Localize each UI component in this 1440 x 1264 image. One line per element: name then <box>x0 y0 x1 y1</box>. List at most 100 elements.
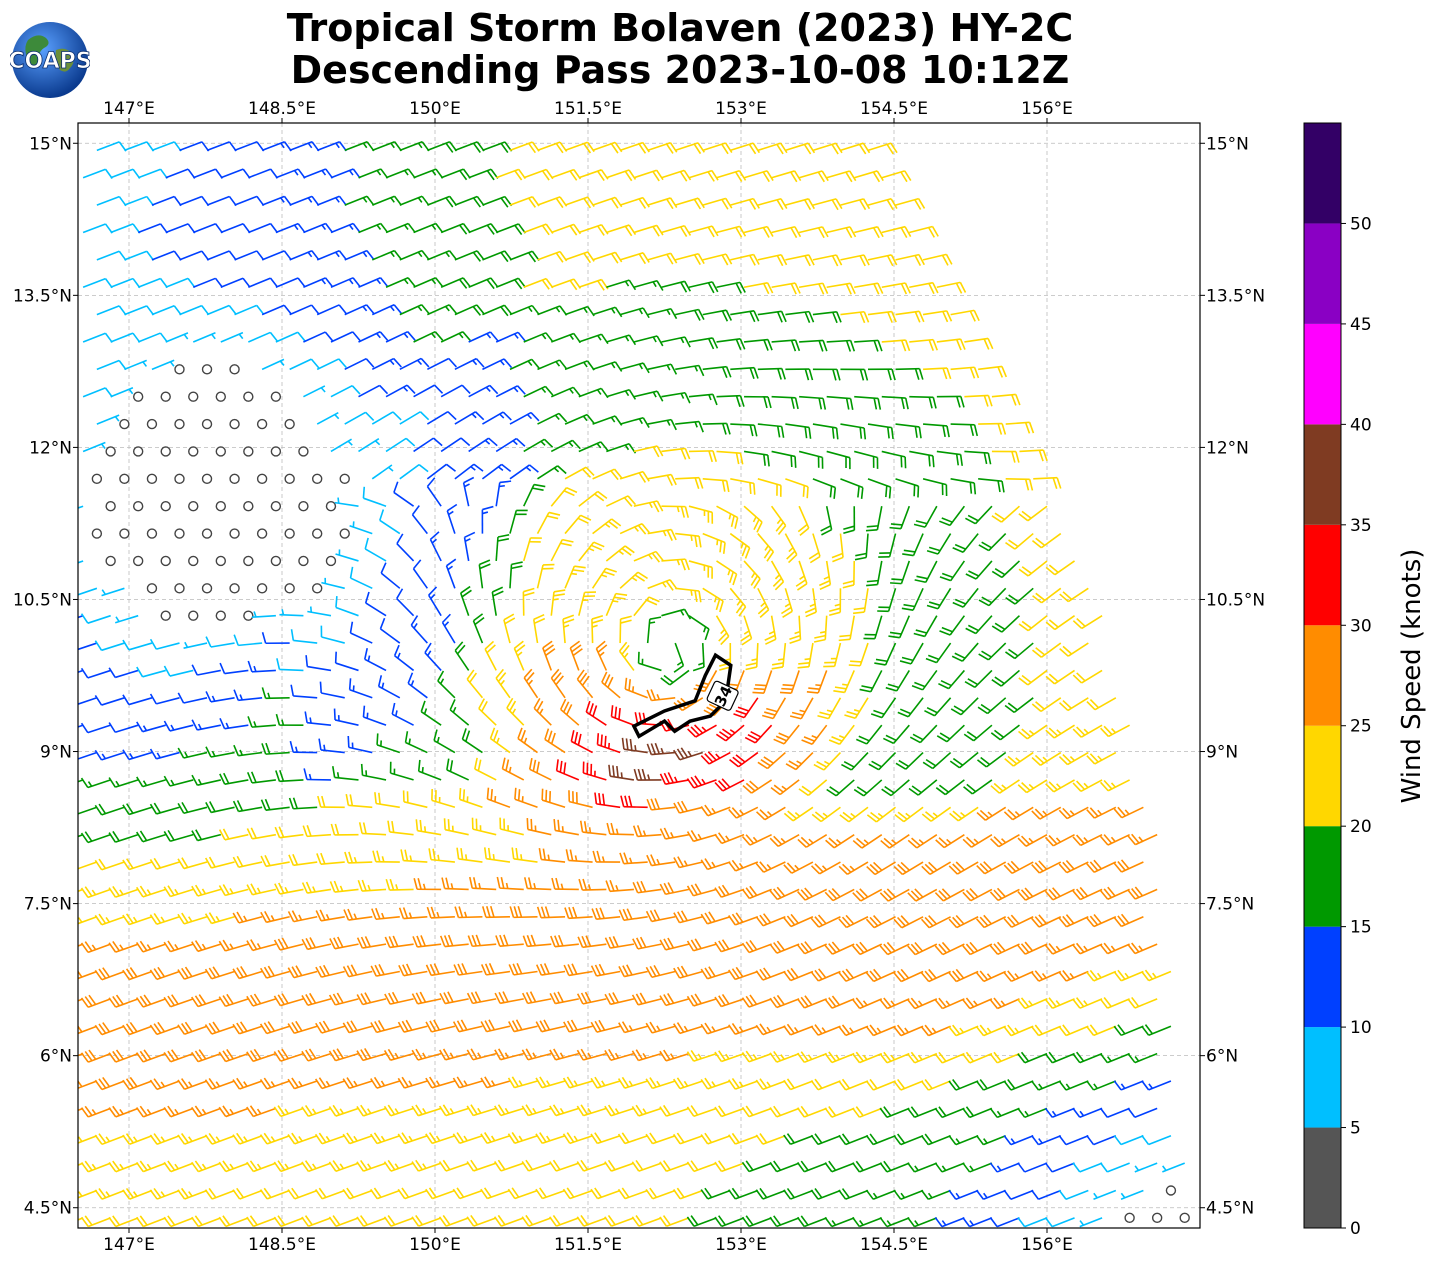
wind-barb <box>301 937 332 951</box>
wind-barb <box>920 915 951 929</box>
wind-barb <box>901 587 924 611</box>
wind-barb <box>316 411 340 425</box>
wind-barb <box>866 806 897 823</box>
wind-barb <box>688 169 719 182</box>
lon-tick-label-bottom: 147°E <box>103 1235 155 1255</box>
wind-barb <box>1141 1024 1172 1036</box>
wind-barb <box>618 964 648 978</box>
colorbar-segment <box>1304 826 1341 927</box>
wind-barb <box>163 1049 194 1063</box>
wind-barb <box>425 1187 456 1200</box>
wind-barb <box>730 310 760 323</box>
wind-barb <box>1058 859 1089 874</box>
wind-barb <box>349 621 373 644</box>
wind-barb <box>179 250 210 261</box>
wind-barb <box>379 617 401 644</box>
lon-tick-label-top: 153°E <box>715 99 767 119</box>
wind-barb <box>714 1105 745 1118</box>
wind-barb <box>730 253 760 266</box>
wind-barb <box>741 1160 772 1173</box>
wind-barb <box>358 822 387 836</box>
wind-barb <box>389 761 414 781</box>
wind-barb <box>868 751 897 771</box>
wind-barb <box>290 684 318 699</box>
wind-barb <box>840 142 871 155</box>
wind-barb <box>590 1076 621 1089</box>
wind-barb <box>218 993 249 1008</box>
wind-barb <box>301 1215 332 1228</box>
wind-barb <box>783 1078 814 1091</box>
wind-barb <box>105 501 116 512</box>
wind-barb <box>536 511 561 534</box>
wind-barb <box>633 768 662 781</box>
wind-barb <box>564 906 593 920</box>
wind-barb <box>743 505 763 533</box>
wind-barb <box>439 1048 469 1061</box>
wind-barb <box>149 638 180 650</box>
wind-barb <box>233 689 263 702</box>
wind-barb <box>243 555 254 567</box>
wind-barb <box>938 669 965 690</box>
wind-barb <box>1127 833 1158 846</box>
wind-barb <box>288 797 318 810</box>
wind-barb <box>838 1133 869 1146</box>
wind-barb <box>715 615 730 646</box>
wind-barb <box>174 583 185 594</box>
wind-barb <box>1127 886 1158 900</box>
wind-barb <box>165 277 196 289</box>
wind-barb <box>220 277 251 288</box>
wind-barb <box>757 587 770 618</box>
wind-barb <box>964 394 993 407</box>
wind-barb <box>675 532 702 548</box>
wind-barb <box>1004 697 1034 714</box>
wind-barb <box>752 670 773 694</box>
wind-barb <box>243 391 254 402</box>
wind-barb <box>177 857 208 870</box>
wind-barb <box>425 1132 456 1145</box>
wind-barb <box>220 222 251 234</box>
wind-barb <box>549 1048 580 1061</box>
wind-barb <box>605 879 634 893</box>
wind-barb <box>833 670 855 694</box>
wind-barb <box>990 833 1020 848</box>
wind-barb <box>828 724 855 746</box>
wind-barb <box>174 473 185 485</box>
wind-barb <box>920 1133 951 1146</box>
wind-barb <box>454 250 485 262</box>
wind-barb <box>631 1215 662 1227</box>
wind-barb <box>1099 886 1130 900</box>
wind-barb <box>215 501 227 512</box>
wind-barb <box>865 506 883 532</box>
wind-barb <box>1044 1162 1075 1173</box>
wind-barb <box>590 1132 621 1145</box>
wind-barb <box>962 1162 993 1173</box>
wind-barb <box>838 1024 869 1037</box>
wind-barb <box>797 505 810 536</box>
wind-barb <box>780 588 794 619</box>
wind-barb <box>838 615 856 642</box>
wind-barb <box>122 1076 153 1091</box>
wind-barb <box>675 308 705 321</box>
wind-barb <box>826 226 857 239</box>
wind-barb <box>206 250 237 261</box>
wind-barb <box>659 882 690 896</box>
wind-barb <box>115 614 139 624</box>
wind-barb <box>454 463 484 480</box>
wind-barb <box>555 759 580 781</box>
wind-barb <box>151 250 182 261</box>
wind-barb <box>686 775 717 789</box>
wind-barb <box>284 473 295 485</box>
wind-barb <box>270 446 282 457</box>
wind-barb <box>96 305 127 316</box>
wind-barb <box>601 671 621 699</box>
wind-barb <box>578 541 605 562</box>
wind-barb <box>801 724 828 746</box>
wind-barb <box>191 774 221 786</box>
wind-barb <box>1004 751 1034 767</box>
wind-barb <box>356 1048 387 1062</box>
wind-barb <box>301 1160 332 1173</box>
wind-barb <box>853 779 883 797</box>
wind-barb <box>934 997 965 1010</box>
wind-barb <box>879 1051 910 1064</box>
